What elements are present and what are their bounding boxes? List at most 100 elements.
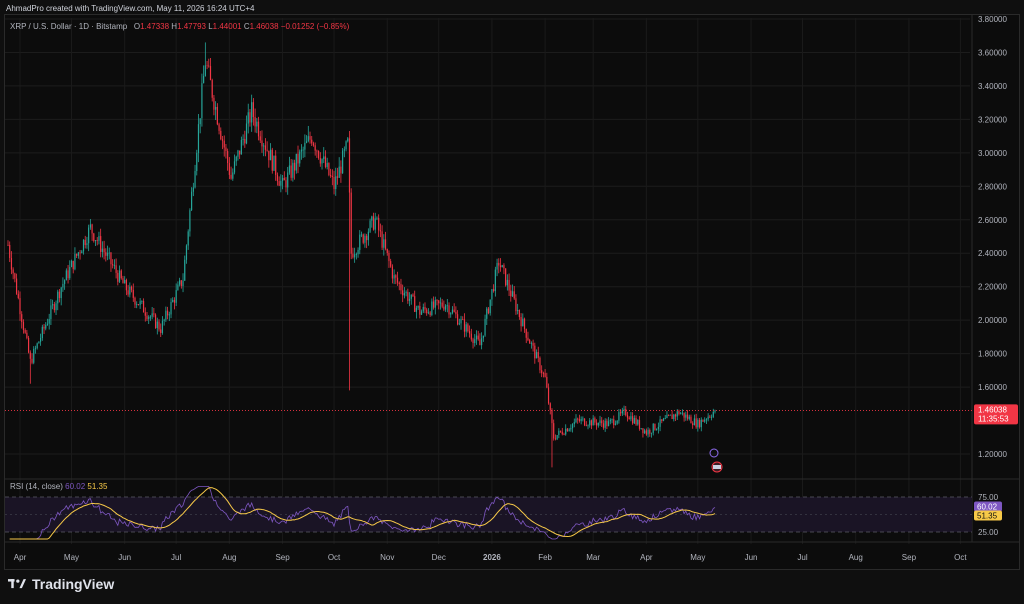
candle-body (79, 252, 81, 254)
candle-body (539, 357, 541, 371)
candle-body (618, 412, 620, 421)
candle-body (12, 269, 14, 274)
candle-body (381, 231, 383, 248)
price-tick-label: 1.60000 (978, 383, 1007, 392)
candle-body (506, 279, 508, 286)
candle-body (148, 316, 150, 320)
candle-body (192, 187, 194, 192)
candle-body (693, 418, 696, 426)
candle-body (326, 162, 328, 167)
candle-body (22, 322, 25, 331)
candle-body (503, 265, 505, 269)
candle-body (547, 387, 550, 404)
candle-body (647, 429, 649, 435)
candle-body (242, 138, 244, 140)
candle-body (96, 240, 98, 241)
candle-body (426, 309, 428, 314)
candle-body (710, 416, 713, 418)
candle-body (594, 418, 596, 423)
candle-body (371, 216, 373, 221)
candle-body (299, 151, 301, 164)
candle-body (626, 415, 629, 418)
price-tick-label: 3.60000 (978, 48, 1007, 57)
candle-body (225, 147, 227, 152)
candle-body (160, 329, 162, 333)
change-value: −0.01252 (−0.85%) (280, 22, 350, 31)
candle-body (269, 149, 272, 161)
candle-body (635, 418, 637, 425)
candle-body (532, 343, 534, 346)
candle-body (293, 162, 296, 171)
last-price-value: 1.46038 (978, 405, 1007, 414)
candle-body (297, 153, 299, 164)
candle-body (390, 261, 392, 267)
candle-body (511, 291, 514, 297)
candle-body (206, 65, 208, 67)
candle-body (305, 141, 308, 143)
candle-body (108, 252, 110, 254)
lightning-event-icon (709, 448, 719, 458)
candle-body (118, 270, 121, 282)
candle-body (556, 435, 558, 440)
candle-body (72, 260, 74, 270)
candle-body (124, 279, 126, 284)
tradingview-brand[interactable]: TradingView (8, 576, 114, 592)
candle-body (601, 420, 603, 424)
candle-body (477, 335, 479, 340)
candle-body (529, 340, 531, 344)
time-tick-label: Feb (538, 553, 552, 562)
candle-body (455, 311, 457, 315)
candle-body (257, 121, 260, 137)
candle-body (197, 124, 200, 153)
candle-body (251, 102, 253, 123)
candle-body (369, 220, 371, 232)
candle-body (398, 282, 400, 285)
candle-body (201, 83, 203, 119)
time-tick-label: May (64, 553, 79, 562)
open-value: 1.47338 (140, 22, 170, 31)
candle-body (606, 420, 608, 427)
candle-body (67, 270, 69, 279)
candle-body (84, 239, 86, 245)
candle-body (561, 431, 563, 435)
candle-body (144, 312, 146, 316)
candle-body (115, 265, 117, 273)
candle-body (166, 310, 169, 316)
candle-body (498, 262, 500, 266)
candle-body (474, 339, 476, 344)
candle-body (316, 150, 318, 152)
candle-body (686, 414, 689, 419)
time-tick-label: Dec (432, 553, 446, 562)
flag-event-icon-inner (713, 465, 721, 469)
price-tick-label: 3.80000 (978, 15, 1007, 24)
candle-body (403, 293, 406, 296)
candle-body (347, 138, 349, 142)
candle-body (100, 236, 102, 252)
time-tick-label: Jun (118, 553, 131, 562)
candle-body (19, 298, 21, 315)
candle-body (366, 235, 368, 241)
candle-body (415, 307, 418, 312)
candle-body (602, 423, 605, 428)
candle-body (314, 145, 316, 151)
candle-body (70, 260, 73, 267)
candle-body (683, 412, 685, 418)
candle-body (136, 304, 138, 305)
candle-body (359, 234, 361, 250)
candle-body (151, 313, 153, 317)
candle-body (501, 265, 503, 268)
candle-body (156, 321, 158, 329)
candle-body (590, 420, 593, 426)
candle-body (24, 330, 26, 333)
candle-body (360, 234, 363, 236)
candle-body (261, 140, 263, 147)
candle-body (323, 156, 325, 160)
candle-body (180, 280, 182, 287)
candle-body (237, 150, 239, 157)
candle-body (172, 299, 174, 302)
candle-body (384, 239, 387, 249)
candle-body (187, 231, 189, 246)
time-tick-label: Jul (797, 553, 807, 562)
price-tick-label: 2.80000 (978, 182, 1007, 191)
